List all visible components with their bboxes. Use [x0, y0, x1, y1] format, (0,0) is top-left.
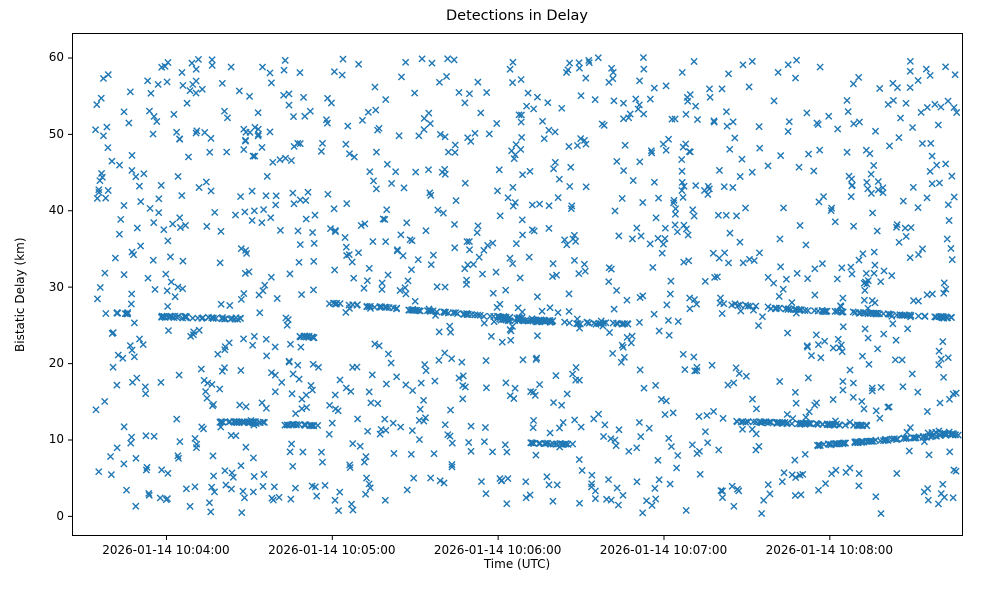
y-tick-label: 0 — [56, 508, 64, 523]
y-tick-label: 60 — [48, 50, 64, 65]
y-tick-label: 10 — [48, 432, 64, 447]
y-tick-label: 40 — [48, 203, 64, 218]
y-tick-label: 20 — [48, 356, 64, 371]
x-tick-label: 2026-01-14 10:08:00 — [765, 543, 894, 557]
x-tick-label: 2026-01-14 10:04:00 — [102, 543, 230, 557]
x-tick-label: 2026-01-14 10:06:00 — [433, 543, 562, 557]
x-tick-label: 2026-01-14 10:07:00 — [599, 543, 728, 557]
y-axis-label: Bistatic Delay (km) — [13, 237, 27, 352]
chart-title: Detections in Delay — [445, 8, 588, 24]
x-tick-label: 2026-01-14 10:05:00 — [268, 543, 396, 557]
y-tick-label: 30 — [48, 279, 64, 294]
x-axis-label: Time (UTC) — [483, 557, 551, 571]
y-tick-label: 50 — [48, 126, 64, 141]
